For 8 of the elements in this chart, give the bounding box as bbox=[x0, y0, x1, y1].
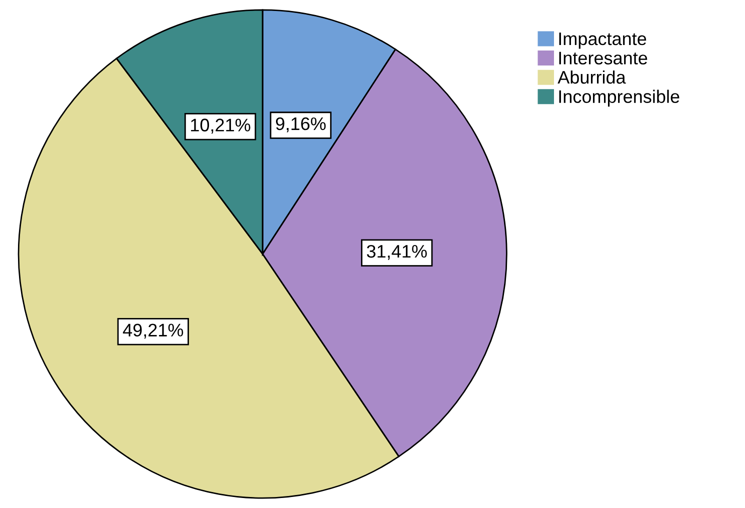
legend-label: Aburrida bbox=[558, 70, 626, 84]
data-label: 9,16% bbox=[276, 117, 326, 132]
legend-label: Impactante bbox=[559, 32, 646, 49]
data-label: 10,21% bbox=[191, 118, 250, 134]
data-label: 31,41% bbox=[366, 244, 427, 260]
data-label: 49,21% bbox=[122, 324, 184, 339]
legend-label: Interesante bbox=[559, 52, 648, 64]
legend-label: Incomprensible bbox=[559, 90, 680, 107]
